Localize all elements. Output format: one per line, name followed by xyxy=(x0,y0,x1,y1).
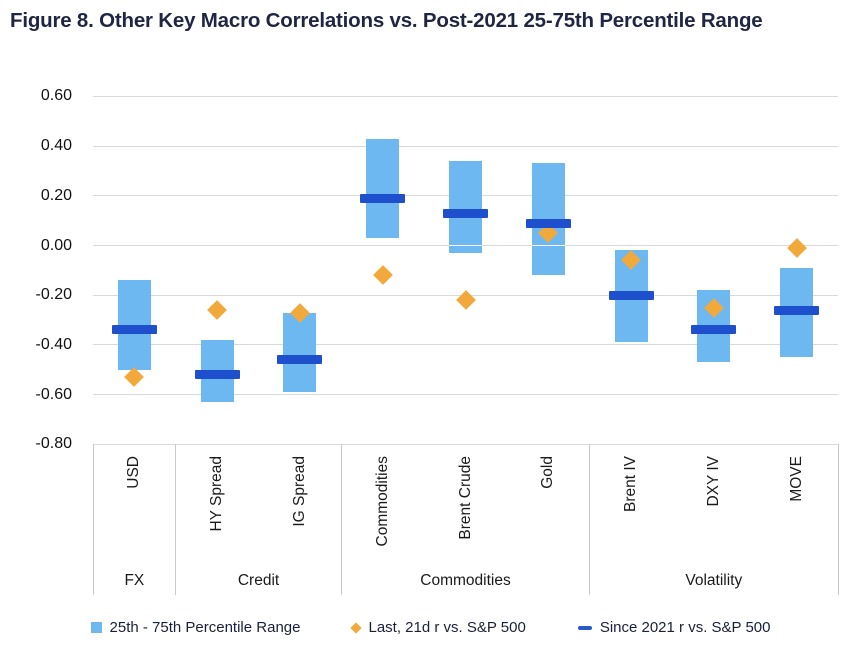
figure-title: Figure 8. Other Key Macro Correlations v… xyxy=(10,9,763,32)
since-dash-marker xyxy=(443,208,488,218)
group-label: FX xyxy=(124,572,145,589)
last-diamond-marker xyxy=(786,238,807,258)
y-tick-label: -0.40 xyxy=(35,335,72,353)
gridline xyxy=(93,443,838,445)
legend-label-percentile-range: 25th - 75th Percentile Range xyxy=(109,619,301,636)
since-dash-marker xyxy=(691,325,737,335)
y-tick-label: -0.20 xyxy=(35,286,72,304)
range-bar xyxy=(449,161,482,253)
group-divider xyxy=(837,444,839,595)
last-diamond-marker xyxy=(455,290,476,311)
gridline xyxy=(93,95,838,97)
gridline xyxy=(93,394,838,396)
since-dash-marker xyxy=(111,325,157,335)
range-bar xyxy=(283,312,317,393)
since-dash-marker xyxy=(277,355,323,365)
since-dash-marker xyxy=(608,290,654,300)
zero-hairline xyxy=(531,245,565,247)
group-label: Volatility xyxy=(685,572,743,589)
legend-item-percentile-range: 25th - 75th Percentile Range xyxy=(90,619,301,636)
last-diamond-marker xyxy=(124,367,145,388)
gridline xyxy=(93,145,838,147)
group-divider xyxy=(92,444,94,595)
since-dash-marker xyxy=(194,370,240,380)
legend-item-since-2021: Since 2021 r vs. S&P 500 xyxy=(577,619,771,636)
group-divider xyxy=(175,444,177,595)
dash-icon xyxy=(577,625,592,630)
group-label: Credit xyxy=(237,572,280,589)
legend-label-since-2021: Since 2021 r vs. S&P 500 xyxy=(599,619,771,636)
range-bar xyxy=(366,138,400,239)
gridline xyxy=(93,344,838,346)
zero-hairline xyxy=(449,245,482,247)
last-diamond-marker xyxy=(372,265,393,286)
group-divider xyxy=(340,444,342,595)
since-dash-marker xyxy=(774,305,820,315)
range-square-icon xyxy=(90,622,102,633)
y-tick-label: -0.60 xyxy=(35,385,72,403)
y-tick-label: 0.20 xyxy=(40,186,72,204)
since-dash-marker xyxy=(525,218,571,228)
y-tick-label: 0.60 xyxy=(40,87,72,105)
group-divider xyxy=(589,444,591,595)
last-diamond-marker xyxy=(207,300,228,321)
legend-label-last: Last, 21d r vs. S&P 500 xyxy=(368,619,526,636)
legend-item-last: Last, 21d r vs. S&P 500 xyxy=(350,619,526,636)
diamond-icon xyxy=(350,621,363,634)
range-bar xyxy=(117,280,151,370)
chart-legend: 25th - 75th Percentile Range Last, 21d r… xyxy=(0,619,861,636)
y-tick-label: 0.40 xyxy=(40,137,72,155)
group-label: Commodities xyxy=(420,572,511,589)
y-tick-label: -0.80 xyxy=(35,435,72,453)
since-dash-marker xyxy=(360,193,406,203)
y-tick-label: 0.00 xyxy=(40,236,72,254)
